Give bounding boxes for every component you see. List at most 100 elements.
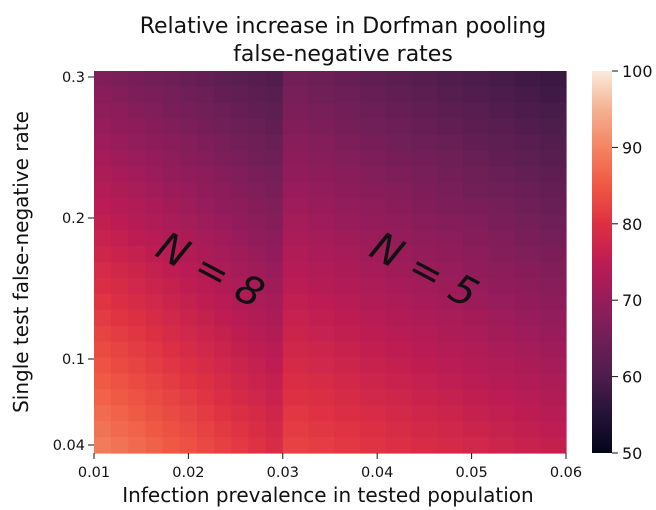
heatmap-cell (111, 134, 129, 152)
heatmap-cell (437, 437, 464, 454)
heatmap-cell (360, 405, 387, 422)
heatmap-cell (514, 198, 541, 215)
heatmap-cell (334, 373, 361, 390)
heatmap-cell (128, 309, 147, 327)
heatmap-cell (265, 150, 284, 168)
heatmap-cell (94, 341, 112, 359)
heatmap-cell (265, 437, 284, 454)
heatmap-cell (214, 182, 232, 199)
heatmap-cell (437, 230, 464, 247)
heatmap-cell (214, 341, 232, 359)
heatmap-cell (540, 214, 567, 231)
heatmap-cell (411, 262, 438, 279)
heatmap-cell (514, 325, 541, 343)
heatmap-cell (488, 262, 516, 279)
heatmap-cell (214, 293, 232, 311)
heatmap-cell (360, 293, 387, 311)
heatmap-cell (128, 341, 147, 359)
heatmap-cell (437, 166, 464, 184)
heatmap-cell (437, 134, 464, 152)
heatmap-cell (128, 277, 147, 295)
heatmap-cell (514, 293, 541, 311)
heatmap-cell (162, 230, 181, 247)
heatmap-cell (248, 437, 267, 454)
heatmap-cell (162, 262, 181, 279)
heatmap-cell (145, 198, 164, 215)
heatmap-cell (111, 150, 129, 168)
heatmap-cell (231, 277, 250, 295)
heatmap-cell (179, 118, 198, 136)
heatmap-cell (179, 198, 198, 215)
heatmap-cell (111, 214, 129, 231)
heatmap-cell (231, 405, 250, 422)
heatmap-cell (94, 214, 112, 231)
heatmap-cell (463, 325, 490, 343)
heatmap-cell (231, 86, 250, 104)
heatmap-cell (128, 246, 147, 263)
heatmap-cell (145, 246, 164, 263)
heatmap-cell (308, 134, 335, 152)
heatmap-cell (145, 389, 164, 406)
heatmap-cell (488, 357, 516, 375)
heatmap-cell (488, 405, 516, 422)
heatmap-cell (214, 71, 232, 88)
heatmap-cell (514, 373, 541, 390)
heatmap-cell (145, 357, 164, 375)
heatmap-cell (179, 182, 198, 199)
heatmap-cell (360, 71, 387, 88)
heatmap-cell (437, 246, 464, 263)
heatmap-cell (411, 373, 438, 390)
heatmap-cell (488, 325, 516, 343)
heatmap-cell (488, 277, 516, 295)
heatmap-cell (411, 325, 438, 343)
heatmap-cell (94, 134, 112, 152)
heatmap-cell (265, 166, 284, 184)
heatmap-cell (179, 277, 198, 295)
heatmap-cell (179, 246, 198, 263)
heatmap-cell (196, 262, 215, 279)
heatmap-cell (145, 373, 164, 390)
heatmap-cell (540, 325, 567, 343)
heatmap-cell (463, 246, 490, 263)
heatmap-cell (162, 373, 181, 390)
heatmap-cell (514, 262, 541, 279)
heatmap-cell (248, 182, 267, 199)
heatmap-cell (540, 230, 567, 247)
heatmap-cell (488, 86, 516, 104)
heatmap-cell (145, 293, 164, 311)
heatmap-cell (248, 198, 267, 215)
heatmap-cell (540, 118, 567, 136)
heatmap-cell (162, 214, 181, 231)
heatmap-cell (360, 118, 387, 136)
heatmap-cell (385, 182, 413, 199)
heatmap-cell (248, 230, 267, 247)
heatmap-cell (463, 405, 490, 422)
heatmap-cell (265, 309, 284, 327)
heatmap-cell (214, 421, 232, 438)
heatmap-cell (463, 134, 490, 152)
heatmap-cell (308, 214, 335, 231)
heatmap-cell (540, 421, 567, 438)
heatmap-cell (196, 150, 215, 168)
heatmap-cell (94, 389, 112, 406)
heatmap-cell (231, 118, 250, 136)
heatmap-cell (334, 134, 361, 152)
heatmap-cell (162, 309, 181, 327)
heatmap-cell (463, 421, 490, 438)
heatmap-cell (111, 277, 129, 295)
heatmap-cell (214, 246, 232, 263)
heatmap-cell (196, 405, 215, 422)
heatmap-cell (360, 262, 387, 279)
heatmap-cell (214, 166, 232, 184)
heatmap-cell (308, 437, 335, 454)
heatmap-cell (437, 325, 464, 343)
heatmap-cell (463, 341, 490, 359)
heatmap-cell (231, 389, 250, 406)
heatmap-cell (488, 118, 516, 136)
heatmap-cell (231, 214, 250, 231)
heatmap-cell (248, 357, 267, 375)
heatmap-cell (162, 134, 181, 152)
heatmap-cell (385, 230, 413, 247)
heatmap-cell (282, 309, 310, 327)
heatmap-cell (334, 86, 361, 104)
